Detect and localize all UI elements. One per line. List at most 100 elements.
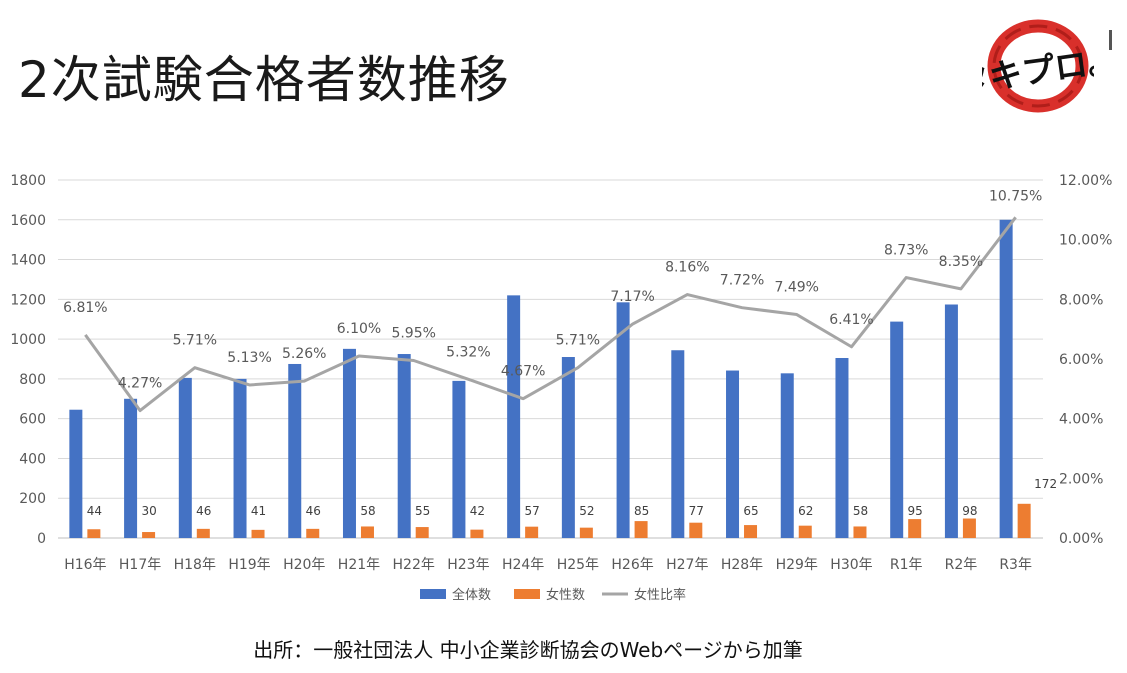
bar-female [525, 526, 539, 538]
legend-label: 女性比率 [634, 587, 686, 603]
y-left-tick: 1000 [10, 332, 46, 348]
y-right-tick: 12.00% [1059, 173, 1112, 189]
bar-female [306, 528, 320, 538]
y-right-tick: 0.00% [1059, 531, 1103, 547]
bar-total [671, 350, 685, 538]
ratio-label: 8.16% [665, 260, 709, 276]
bar-female [360, 526, 374, 538]
x-tick-label: R1年 [890, 557, 923, 573]
female-value-label: 46 [306, 504, 321, 518]
x-tick-label: H24年 [502, 557, 544, 573]
x-tick-label: H30年 [830, 557, 872, 573]
female-value-label: 58 [360, 504, 375, 518]
bar-total [342, 348, 356, 538]
female-value-label: 52 [579, 504, 594, 518]
y-left-tick: 400 [19, 451, 46, 467]
bar-female [908, 519, 922, 538]
female-value-label: 44 [87, 504, 102, 518]
bar-female [634, 521, 648, 538]
ratio-label: 6.81% [63, 300, 107, 316]
female-value-label: 58 [853, 504, 868, 518]
bar-female [689, 522, 703, 538]
female-value-label: 98 [962, 504, 977, 518]
female-value-label: 46 [196, 504, 211, 518]
bar-female [142, 532, 156, 538]
ratio-label: 6.10% [337, 321, 381, 337]
female-value-label: 57 [524, 504, 539, 518]
female-value-label: 55 [415, 504, 430, 518]
y-right-tick: 4.00% [1059, 412, 1103, 428]
ratio-label: 5.71% [173, 333, 217, 349]
legend-label: 女性数 [546, 587, 585, 603]
ratio-label: 4.27% [118, 376, 162, 392]
ratio-label: 5.26% [282, 346, 326, 362]
ratio-label: 7.72% [720, 273, 764, 289]
female-value-label: 42 [470, 504, 485, 518]
combo-chart: 0 200 400 600 800 1000 1200 1400 1600 1800 0.00% 2.… [10, 173, 1112, 603]
x-tick-label: H18年 [174, 557, 216, 573]
x-tick-label: H22年 [393, 557, 435, 573]
x-tick-label: R3年 [999, 557, 1032, 573]
x-tick-label: H19年 [228, 557, 270, 573]
bar-female [853, 526, 867, 538]
bar-female [579, 527, 593, 538]
bar-total [616, 302, 630, 538]
y-left-tick: 1600 [10, 213, 46, 229]
x-tick-label: H25年 [557, 557, 599, 573]
legend-label: 全体数 [452, 587, 491, 603]
y-left-tick: 1200 [10, 292, 46, 308]
x-tick-label: H26年 [611, 557, 653, 573]
y-right-tick: 8.00% [1059, 292, 1103, 308]
bar-total [452, 380, 466, 538]
bar-total [944, 304, 958, 538]
ratio-label: 5.95% [391, 325, 435, 341]
bar-female [744, 525, 758, 538]
bar-total [999, 219, 1013, 538]
ratio-label: 4.67% [501, 364, 545, 380]
female-value-label: 77 [689, 504, 704, 518]
bar-female [251, 529, 265, 538]
ratio-label: 5.71% [556, 333, 600, 349]
bar-female [415, 527, 429, 538]
female-value-label: 41 [251, 504, 266, 518]
bar-total [561, 357, 575, 538]
bar-total [507, 295, 521, 538]
x-tick-label: H20年 [283, 557, 325, 573]
page-title: 2次試験合格者数推移 [18, 51, 510, 109]
bar-female [87, 529, 101, 538]
ratio-label: 8.35% [939, 254, 983, 270]
y-right-tick: 6.00% [1059, 352, 1103, 368]
female-value-label: 172 [1034, 477, 1057, 491]
y-left-tick: 600 [19, 412, 46, 428]
legend-swatch [514, 589, 540, 599]
bar-total [890, 321, 904, 538]
ratio-label: 6.41% [829, 312, 873, 328]
logo-edge-mark [1109, 30, 1112, 50]
female-value-label: 95 [908, 504, 923, 518]
ratio-label: 5.13% [227, 350, 271, 366]
female-value-label: 85 [634, 504, 649, 518]
bar-female [798, 525, 812, 538]
bar-total [780, 373, 794, 538]
y-right-tick: 2.00% [1059, 471, 1103, 487]
y-left-tick: 800 [19, 372, 46, 388]
bar-total [233, 378, 247, 538]
y-left-tick: 0 [37, 531, 46, 547]
female-value-label: 65 [743, 504, 758, 518]
bar-female [962, 518, 976, 538]
x-tick-label: H16年 [64, 557, 106, 573]
x-tick-label: H21年 [338, 557, 380, 573]
ratio-label: 7.17% [610, 289, 654, 305]
x-tick-label: H27年 [666, 557, 708, 573]
ratio-line [84, 216, 1017, 413]
y-left-tick: 1800 [10, 173, 46, 189]
x-tick-label: H29年 [776, 557, 818, 573]
y-left-tick: 200 [19, 491, 46, 507]
bar-total [288, 363, 302, 538]
takipro-logo: タキプロ。 [982, 19, 1094, 113]
ratio-label: 10.75% [989, 188, 1042, 204]
x-tick-label: H17年 [119, 557, 161, 573]
legend-swatch [420, 589, 446, 599]
x-tick-label: H23年 [447, 557, 489, 573]
ratio-label: 5.32% [446, 344, 490, 360]
